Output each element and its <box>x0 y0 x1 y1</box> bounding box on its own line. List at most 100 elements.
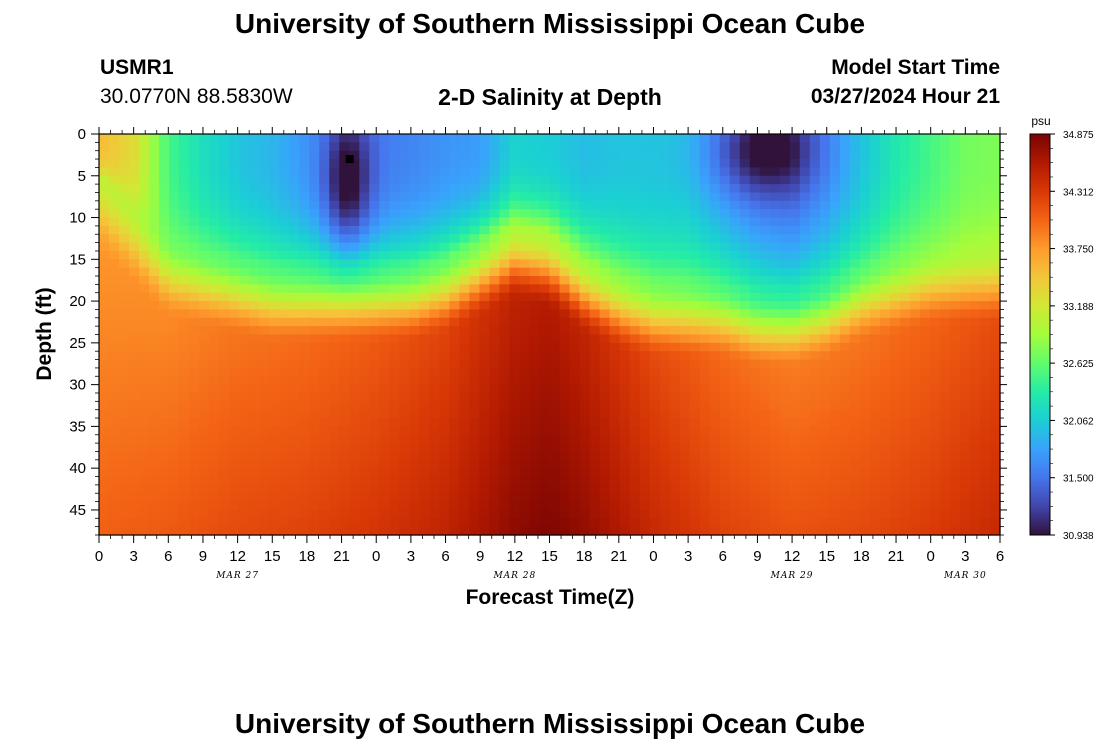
heatmap-cell <box>99 175 110 185</box>
heatmap-cell <box>989 401 1001 411</box>
heatmap-cell <box>239 225 250 235</box>
heatmap-cell <box>309 317 320 327</box>
heatmap-cell <box>749 259 761 269</box>
heatmap-cell <box>419 234 430 244</box>
heatmap-cell <box>559 250 571 260</box>
heatmap-cell <box>409 159 420 169</box>
heatmap-cell <box>729 175 741 185</box>
heatmap-cell <box>809 443 821 453</box>
heatmap-cell <box>619 434 631 444</box>
heatmap-cell <box>619 242 631 252</box>
heatmap-cell <box>319 384 330 394</box>
heatmap-cell <box>769 200 781 210</box>
heatmap-cell <box>589 209 601 219</box>
heatmap-cell <box>699 334 711 344</box>
heatmap-cell <box>809 401 821 411</box>
heatmap-cell <box>939 484 951 494</box>
heatmap-cell <box>869 284 881 294</box>
heatmap-cell <box>429 175 440 185</box>
heatmap-cell <box>229 175 240 185</box>
heatmap-cell <box>249 234 260 244</box>
heatmap-cell <box>509 493 521 503</box>
heatmap-cell <box>759 434 771 444</box>
heatmap-cell <box>289 484 300 494</box>
heatmap-cell <box>969 401 981 411</box>
heatmap-cell <box>149 276 160 285</box>
heatmap-cell <box>889 526 901 536</box>
heatmap-cell <box>319 351 330 361</box>
heatmap-cell <box>709 401 721 411</box>
heatmap-cell <box>609 476 621 486</box>
x-tick-label: 12 <box>229 548 246 565</box>
heatmap-cell <box>509 267 521 277</box>
heatmap-cell <box>159 468 170 478</box>
heatmap-cell <box>509 501 521 511</box>
heatmap-cell <box>119 234 130 244</box>
heatmap-cell <box>359 234 370 244</box>
heatmap-cell <box>239 493 250 503</box>
heatmap-cell <box>509 134 521 143</box>
heatmap-cell <box>819 184 831 194</box>
heatmap-cell <box>299 309 310 319</box>
heatmap-cell <box>579 518 591 528</box>
heatmap-cell <box>489 301 501 311</box>
heatmap-cell <box>949 284 961 294</box>
x-tick-label: 9 <box>753 548 761 565</box>
station-name: USMR1 <box>100 56 174 79</box>
heatmap-cell <box>129 476 140 486</box>
heatmap-cell <box>769 367 781 377</box>
heatmap-cell <box>859 259 871 269</box>
heatmap-cell <box>849 451 861 461</box>
heatmap-cell <box>369 468 380 478</box>
heatmap-cell <box>679 184 691 194</box>
heatmap-cell <box>929 518 941 528</box>
heatmap-cell <box>139 225 150 235</box>
heatmap-cell <box>719 142 731 152</box>
heatmap-cell <box>679 443 691 453</box>
heatmap-cell <box>129 426 140 436</box>
heatmap-cell <box>889 225 901 235</box>
heatmap-cell <box>939 200 951 210</box>
heatmap-cell <box>229 501 240 511</box>
heatmap-cell <box>429 142 440 152</box>
heatmap-cell <box>399 184 410 194</box>
heatmap-cell <box>859 493 871 503</box>
heatmap-cell <box>309 384 320 394</box>
heatmap-cell <box>259 526 270 536</box>
heatmap-cell <box>179 309 190 319</box>
heatmap-cell <box>389 317 400 327</box>
heatmap-cell <box>449 250 460 260</box>
heatmap-cell <box>929 326 941 336</box>
heatmap-cell <box>559 526 571 536</box>
heatmap-cell <box>109 200 120 210</box>
heatmap-cell <box>649 451 661 461</box>
heatmap-cell <box>99 409 110 419</box>
heatmap-cell <box>509 484 521 494</box>
heatmap-cell <box>419 392 430 402</box>
heatmap-cell <box>979 175 991 185</box>
heatmap-cell <box>749 317 761 327</box>
heatmap-cell <box>879 526 891 536</box>
heatmap-cell <box>819 443 831 453</box>
heatmap-cell <box>319 209 330 219</box>
heatmap-cell <box>789 384 801 394</box>
heatmap-cell <box>379 518 390 528</box>
heatmap-cell <box>699 184 711 194</box>
heatmap-cell <box>189 501 200 511</box>
heatmap-cell <box>689 301 701 311</box>
heatmap-cell <box>489 451 501 461</box>
heatmap-cell <box>669 317 681 327</box>
heatmap-cell <box>579 209 591 219</box>
heatmap-cell <box>729 134 741 143</box>
heatmap-cell <box>889 509 901 519</box>
heatmap-cell <box>369 184 380 194</box>
heatmap-cell <box>579 493 591 503</box>
heatmap-cell <box>569 242 581 252</box>
heatmap-cell <box>879 384 891 394</box>
heatmap-cell <box>829 468 841 478</box>
heatmap-cell <box>499 418 511 427</box>
heatmap-cell <box>719 234 731 244</box>
heatmap-cell <box>739 351 751 361</box>
heatmap-cell <box>449 142 460 152</box>
heatmap-cell <box>959 250 971 260</box>
